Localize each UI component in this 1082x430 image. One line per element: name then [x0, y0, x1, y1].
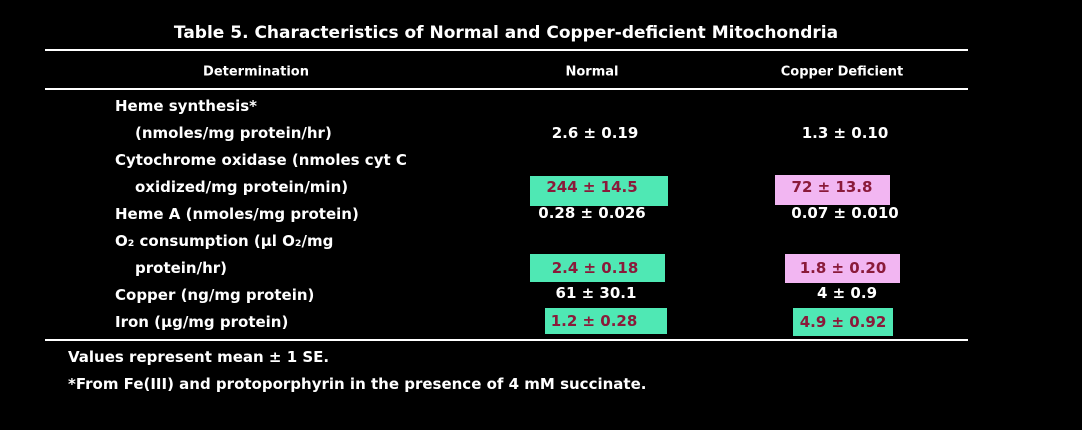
row-label: O₂ consumption (µl O₂/mg — [115, 232, 334, 250]
cell: 2.6 ± 0.19 — [551, 124, 639, 142]
rule — [45, 49, 968, 51]
row-label: protein/hr) — [135, 259, 228, 277]
cell: 4.9 ± 0.92 — [799, 313, 887, 331]
table-title: Table 5. Characteristics of Normal and C… — [173, 23, 839, 43]
column-header: Determination — [203, 64, 309, 80]
cell: 61 ± 30.1 — [555, 284, 637, 302]
row-label: oxidized/mg protein/min) — [135, 178, 349, 196]
footnote: *From Fe(III) and protoporphyrin in the … — [68, 375, 647, 393]
highlight — [545, 308, 667, 334]
row-label: Cytochrome oxidase (nmoles cyt C — [115, 151, 407, 169]
highlight — [530, 176, 668, 206]
cell: 72 ± 13.8 — [791, 178, 873, 196]
highlight — [530, 254, 665, 282]
cell: 1.8 ± 0.20 — [799, 259, 887, 277]
cell: 4 ± 0.9 — [816, 284, 878, 302]
rule — [45, 88, 968, 90]
cell: 1.2 ± 0.28 — [550, 312, 638, 330]
highlight — [775, 175, 890, 205]
row-label: Heme synthesis* — [115, 97, 258, 115]
rule — [45, 339, 968, 341]
cell: 1.3 ± 0.10 — [801, 124, 889, 142]
highlight — [793, 308, 893, 336]
row-label: Copper (ng/mg protein) — [115, 286, 315, 304]
cell: 2.4 ± 0.18 — [551, 259, 639, 277]
cell: 0.07 ± 0.010 — [791, 204, 899, 222]
footnote: Values represent mean ± 1 SE. — [68, 348, 330, 366]
cell: 0.28 ± 0.026 — [538, 204, 646, 222]
row-label: Iron (µg/mg protein) — [115, 313, 289, 331]
column-header: Normal — [565, 64, 619, 80]
row-label: Heme A (nmoles/mg protein) — [115, 205, 359, 223]
highlight — [785, 254, 900, 283]
row-label: (nmoles/mg protein/hr) — [135, 124, 332, 142]
cell: 244 ± 14.5 — [546, 178, 638, 196]
column-header: Copper Deficient — [780, 64, 904, 80]
